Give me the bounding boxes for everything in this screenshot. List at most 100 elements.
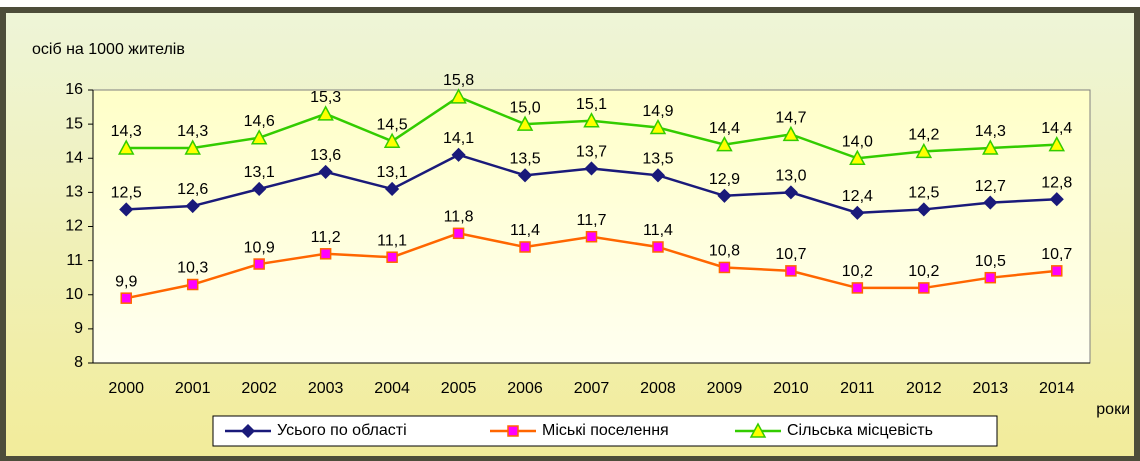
marker [984, 271, 997, 284]
data-label: 13,0 [775, 168, 806, 185]
marker [584, 161, 599, 176]
marker [450, 88, 467, 104]
y-tick-label: 12 [65, 218, 83, 235]
marker [519, 241, 531, 253]
x-tick-label: 2010 [773, 380, 809, 397]
data-label: 13,5 [642, 151, 673, 168]
data-label: 13,6 [310, 147, 341, 164]
data-label: 14,3 [975, 123, 1006, 140]
marker [383, 132, 401, 148]
y-tick-label: 11 [66, 252, 83, 269]
legend-label: Сільська місцевість [787, 422, 933, 439]
marker [851, 282, 864, 294]
marker [585, 230, 598, 243]
x-tick-label: 2009 [707, 380, 743, 397]
x-tick-label: 2013 [973, 380, 1009, 397]
legend-label: Міські поселення [542, 422, 669, 439]
data-label: 12,4 [842, 188, 873, 205]
x-tick-label: 2001 [175, 380, 211, 397]
marker [849, 149, 866, 165]
marker [649, 118, 667, 135]
marker [517, 168, 533, 183]
marker [184, 139, 201, 155]
data-label: 14,4 [1041, 120, 1072, 137]
marker [186, 278, 199, 291]
x-tick-label: 2011 [840, 380, 875, 397]
marker [452, 227, 465, 240]
marker [850, 205, 865, 220]
data-label: 13,7 [576, 144, 607, 161]
marker [749, 422, 767, 438]
marker [252, 181, 267, 197]
data-label: 11,8 [444, 209, 474, 226]
data-label: 12,5 [111, 185, 142, 202]
marker [583, 112, 600, 128]
data-label: 10,3 [177, 260, 208, 277]
marker [386, 251, 398, 263]
data-label: 10,5 [975, 253, 1006, 270]
data-label: 14,1 [443, 130, 474, 147]
data-label: 14,5 [377, 116, 408, 133]
marker [250, 129, 268, 145]
marker [785, 265, 797, 277]
x-tick-label: 2014 [1039, 380, 1075, 397]
y-tick-label: 10 [65, 286, 83, 303]
data-label: 15,1 [576, 96, 607, 113]
data-label: 14,9 [642, 103, 673, 120]
data-label: 13,1 [377, 164, 408, 181]
data-label: 14,3 [177, 123, 208, 140]
data-label: 11,2 [311, 229, 341, 246]
data-label: 13,1 [244, 164, 275, 181]
marker [718, 261, 731, 274]
x-tick-label: 2008 [640, 380, 676, 397]
data-label: 12,7 [975, 178, 1006, 195]
data-label: 11,4 [643, 222, 673, 239]
marker [1049, 192, 1064, 207]
data-label: 11,1 [377, 232, 407, 249]
data-label: 14,4 [709, 120, 740, 137]
data-label: 14,6 [244, 113, 275, 130]
marker [317, 105, 334, 121]
data-label: 10,2 [908, 263, 939, 280]
marker [717, 188, 732, 203]
marker [916, 202, 931, 217]
x-tick-label: 2002 [241, 380, 277, 397]
data-label: 13,5 [509, 151, 540, 168]
data-label: 14,2 [908, 127, 939, 144]
x-tick-label: 2004 [374, 380, 410, 397]
y-tick-label: 15 [65, 115, 83, 132]
data-label: 14,7 [775, 110, 806, 127]
y-tick-label: 16 [65, 81, 83, 98]
y-tick-label: 8 [74, 354, 83, 371]
x-tick-label: 2012 [906, 380, 942, 397]
y-tick-label: 9 [74, 320, 83, 337]
data-label: 11,4 [510, 222, 540, 239]
x-tick-label: 2005 [441, 380, 477, 397]
data-label: 15,8 [443, 72, 474, 89]
marker [240, 423, 256, 439]
data-label: 10,2 [842, 263, 873, 280]
marker [451, 147, 466, 162]
x-tick-label: 2006 [507, 380, 543, 397]
y-tick-label: 13 [65, 184, 83, 201]
marker [918, 282, 930, 294]
data-label: 10,9 [244, 239, 275, 256]
legend [212, 415, 998, 447]
data-label: 14,3 [111, 123, 142, 140]
y-tick-label: 14 [65, 149, 83, 166]
data-label: 10,8 [709, 243, 740, 260]
marker [1051, 265, 1063, 277]
marker [507, 425, 519, 437]
data-label: 10,7 [775, 246, 806, 263]
marker [1048, 136, 1066, 152]
x-tick-label: 2003 [308, 380, 344, 397]
marker [783, 185, 798, 200]
marker [782, 125, 800, 142]
marker [185, 198, 200, 214]
y-axis-label: осіб на 1000 жителів [32, 41, 185, 58]
data-label: 12,9 [709, 171, 740, 188]
data-label: 11,7 [577, 212, 607, 229]
marker [516, 115, 534, 131]
marker [982, 139, 999, 155]
